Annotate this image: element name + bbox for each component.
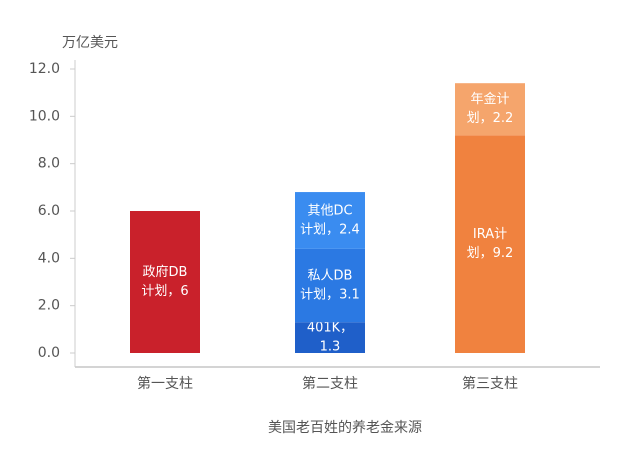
value-label: 私人DB bbox=[308, 269, 353, 284]
value-label: 计划，6 bbox=[141, 284, 188, 299]
value-label: 政府DB bbox=[143, 265, 188, 280]
bar-segment bbox=[295, 248, 365, 323]
bar-segment bbox=[455, 83, 525, 136]
value-label: 其他DC bbox=[307, 203, 352, 218]
bar-segment bbox=[295, 322, 365, 353]
value-label: 年金计 bbox=[470, 91, 509, 107]
y-tick-label: 8.0 bbox=[38, 156, 60, 172]
bar-segment bbox=[455, 135, 525, 353]
x-tick-label: 第二支柱 bbox=[302, 375, 358, 392]
y-tick-label: 4.0 bbox=[38, 250, 60, 266]
y-unit: 万亿美元 bbox=[62, 35, 118, 51]
value-label: 1.3 bbox=[320, 340, 341, 355]
bar-segment bbox=[295, 192, 365, 249]
value-label: 划，2.2 bbox=[467, 111, 514, 126]
bar-segment bbox=[130, 211, 200, 353]
value-label: IRA计 bbox=[473, 227, 507, 242]
x-axis-label: 美国老百姓的养老金来源 bbox=[268, 420, 422, 436]
value-label: 划，9.2 bbox=[467, 246, 514, 261]
value-label: 计划，3.1 bbox=[300, 288, 360, 303]
y-tick-label: 0.0 bbox=[38, 345, 60, 361]
value-label: 401K， bbox=[307, 321, 353, 336]
x-tick-label: 第三支柱 bbox=[462, 375, 518, 392]
y-tick-label: 10.0 bbox=[29, 108, 60, 124]
y-tick-label: 12.0 bbox=[29, 61, 60, 77]
value-label: 计划，2.4 bbox=[300, 222, 360, 237]
x-tick-label: 第一支柱 bbox=[137, 375, 193, 392]
y-tick-label: 2.0 bbox=[38, 298, 60, 314]
y-tick-label: 6.0 bbox=[38, 203, 60, 219]
